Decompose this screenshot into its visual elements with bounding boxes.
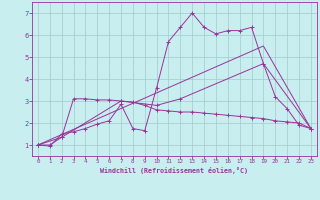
X-axis label: Windchill (Refroidissement éolien,°C): Windchill (Refroidissement éolien,°C) [100,167,248,174]
